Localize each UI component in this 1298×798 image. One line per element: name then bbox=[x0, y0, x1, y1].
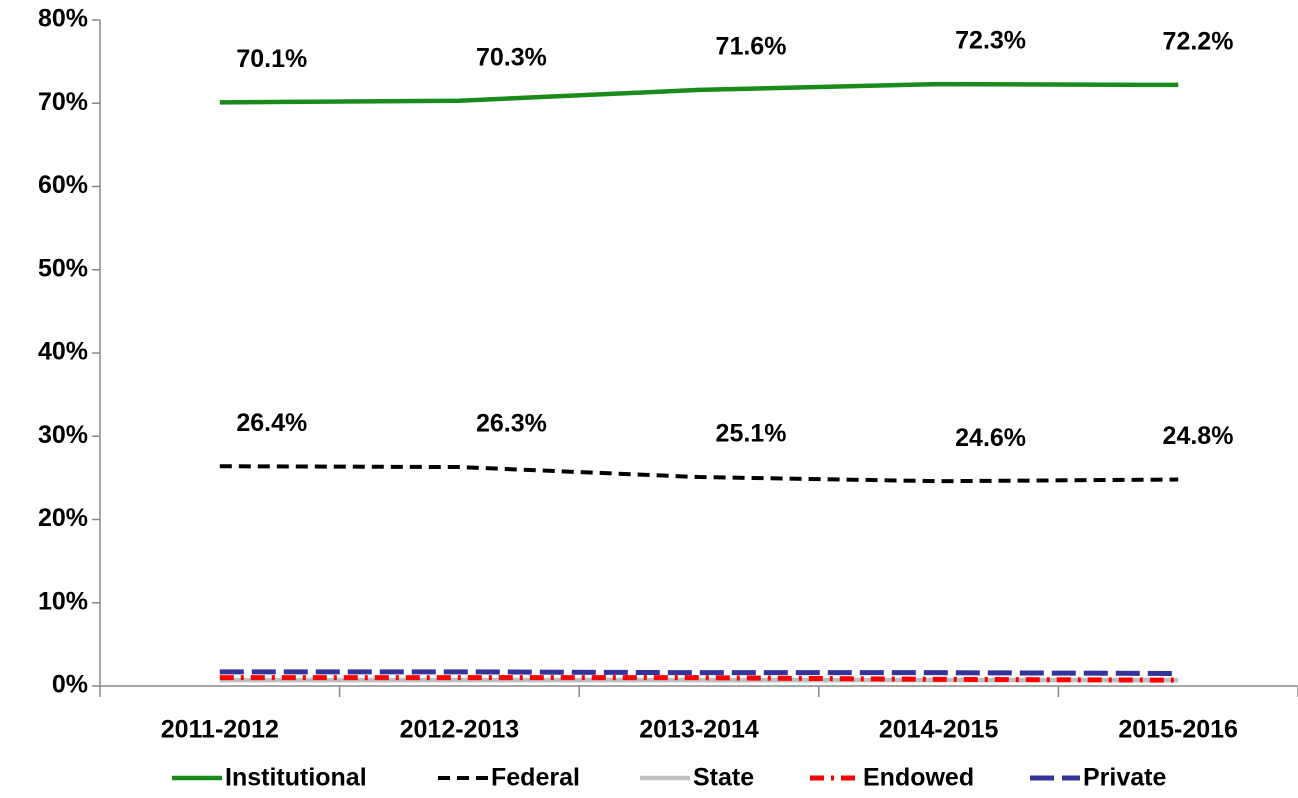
y-tick-label: 40% bbox=[38, 338, 88, 366]
series-line bbox=[219, 81, 1179, 105]
x-tick-label: 2012-2013 bbox=[400, 716, 520, 744]
series-line bbox=[219, 669, 1179, 677]
y-tick-label: 0% bbox=[52, 671, 88, 699]
data-label: 26.4% bbox=[236, 409, 307, 437]
x-tick-label: 2014-2015 bbox=[879, 716, 999, 744]
data-label: 25.1% bbox=[716, 420, 787, 448]
series-line bbox=[219, 464, 1179, 484]
x-tick-label: 2013-2014 bbox=[639, 716, 759, 744]
x-tick-label: 2015-2016 bbox=[1118, 716, 1238, 744]
data-label: 24.6% bbox=[955, 424, 1026, 452]
y-tick-label: 30% bbox=[38, 421, 88, 449]
y-tick-label: 50% bbox=[38, 254, 88, 282]
x-tick-label: 2011-2012 bbox=[161, 716, 279, 744]
y-tick-label: 20% bbox=[38, 504, 88, 532]
data-label: 26.3% bbox=[476, 410, 547, 438]
data-label: 24.8% bbox=[1163, 422, 1234, 450]
legend-label: Private bbox=[1083, 764, 1166, 792]
legend-label: Endowed bbox=[863, 764, 974, 792]
legend-label: Institutional bbox=[225, 764, 367, 792]
data-label: 72.3% bbox=[955, 27, 1026, 55]
legend-label: Federal bbox=[491, 764, 580, 792]
y-tick-label: 70% bbox=[38, 88, 88, 116]
series-line bbox=[219, 675, 1179, 683]
y-tick-label: 80% bbox=[38, 5, 88, 33]
data-label: 72.2% bbox=[1163, 28, 1234, 56]
data-label: 70.1% bbox=[236, 45, 307, 73]
y-tick-label: 60% bbox=[38, 171, 88, 199]
data-label: 71.6% bbox=[716, 33, 787, 61]
data-label: 70.3% bbox=[476, 43, 547, 71]
legend-label: State bbox=[693, 764, 754, 792]
y-tick-label: 10% bbox=[38, 587, 88, 615]
